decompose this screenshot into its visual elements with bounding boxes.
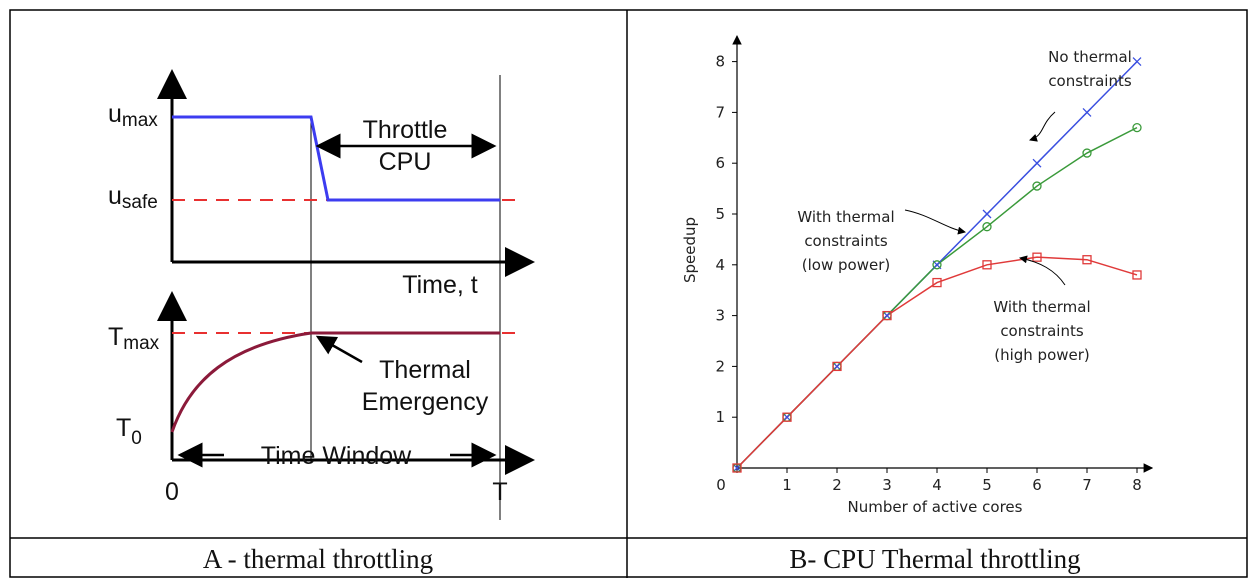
- y-tick-label: 2: [715, 357, 725, 375]
- x-tick-label: 5: [982, 476, 992, 494]
- label: Throttle: [363, 116, 448, 144]
- x-tick-label: 0: [716, 476, 726, 494]
- caption: A - thermal throttling: [203, 544, 433, 574]
- label: umax: [108, 100, 158, 131]
- y-tick-label: 4: [715, 256, 725, 274]
- label: Time, t: [402, 271, 478, 299]
- marker: [882, 310, 892, 321]
- caption: B- CPU Thermal throttling: [789, 544, 1080, 574]
- annotation: (high power): [994, 346, 1090, 364]
- y-tick-label: 1: [715, 408, 725, 426]
- label: Emergency: [362, 388, 489, 416]
- temperature-curve: [170, 331, 500, 433]
- marker: [832, 361, 842, 372]
- marker: [982, 222, 992, 232]
- marker: [1082, 148, 1092, 158]
- x-tick-label: 4: [932, 476, 942, 494]
- marker: [1032, 181, 1042, 191]
- label: CPU: [379, 148, 432, 176]
- x-tick-label: 3: [882, 476, 892, 494]
- label: 0: [165, 478, 179, 506]
- marker: [1132, 122, 1142, 133]
- annotation: With thermal: [797, 208, 894, 226]
- label: T: [492, 478, 507, 506]
- x-tick-label: 7: [1082, 476, 1092, 494]
- annotation: constraints: [804, 232, 888, 250]
- annotation-arrow: [1019, 255, 1066, 286]
- panel-b: Number of active cores Speedup 0 1 2 3 4 5 6 7 8…: [681, 35, 1154, 516]
- marker: [982, 260, 992, 270]
- y-axis-label: Speedup: [681, 217, 699, 283]
- marker: [1132, 270, 1142, 280]
- x-axis-label: Number of active cores: [848, 498, 1023, 516]
- label: Tmax: [108, 323, 160, 354]
- annotation: constraints: [1000, 322, 1084, 340]
- annotation-arrow: [904, 209, 966, 235]
- utilization-curve: [172, 115, 500, 202]
- label: Thermal: [379, 356, 471, 384]
- marker: [932, 277, 942, 288]
- y-tick-label: 8: [715, 53, 725, 71]
- series-line: [736, 256, 1138, 469]
- marker: [1082, 107, 1092, 117]
- annotation: With thermal: [993, 298, 1090, 316]
- marker: [1082, 255, 1092, 265]
- x-tick-label: 6: [1032, 476, 1042, 494]
- marker: [732, 463, 742, 473]
- y-tick-label: 5: [715, 205, 725, 223]
- panel-a: umax usafe Throttle CPU Time, t Tmax T0 …: [108, 69, 535, 520]
- label: Time Window: [261, 442, 412, 470]
- y-tick-label: 3: [715, 307, 725, 325]
- marker: [1132, 57, 1142, 67]
- annotation: constraints: [1048, 72, 1132, 90]
- marker: [1032, 252, 1042, 262]
- x-tick-label: 1: [782, 476, 792, 494]
- x-tick-label: 8: [1132, 476, 1142, 494]
- table-border: [9, 9, 1248, 578]
- marker: [782, 412, 792, 422]
- marker: [1032, 158, 1042, 168]
- marker: [932, 260, 942, 270]
- annotation: No thermal: [1048, 48, 1132, 66]
- marker: [982, 209, 992, 219]
- label: usafe: [108, 182, 158, 213]
- y-tick-label: 6: [715, 154, 725, 172]
- y-tick-label: 7: [715, 103, 725, 121]
- annotation: (low power): [802, 256, 890, 274]
- emergency-arrow: [315, 335, 363, 364]
- annotation-arrow: [1029, 111, 1056, 142]
- x-tick-label: 2: [832, 476, 842, 494]
- label: T0: [116, 414, 142, 449]
